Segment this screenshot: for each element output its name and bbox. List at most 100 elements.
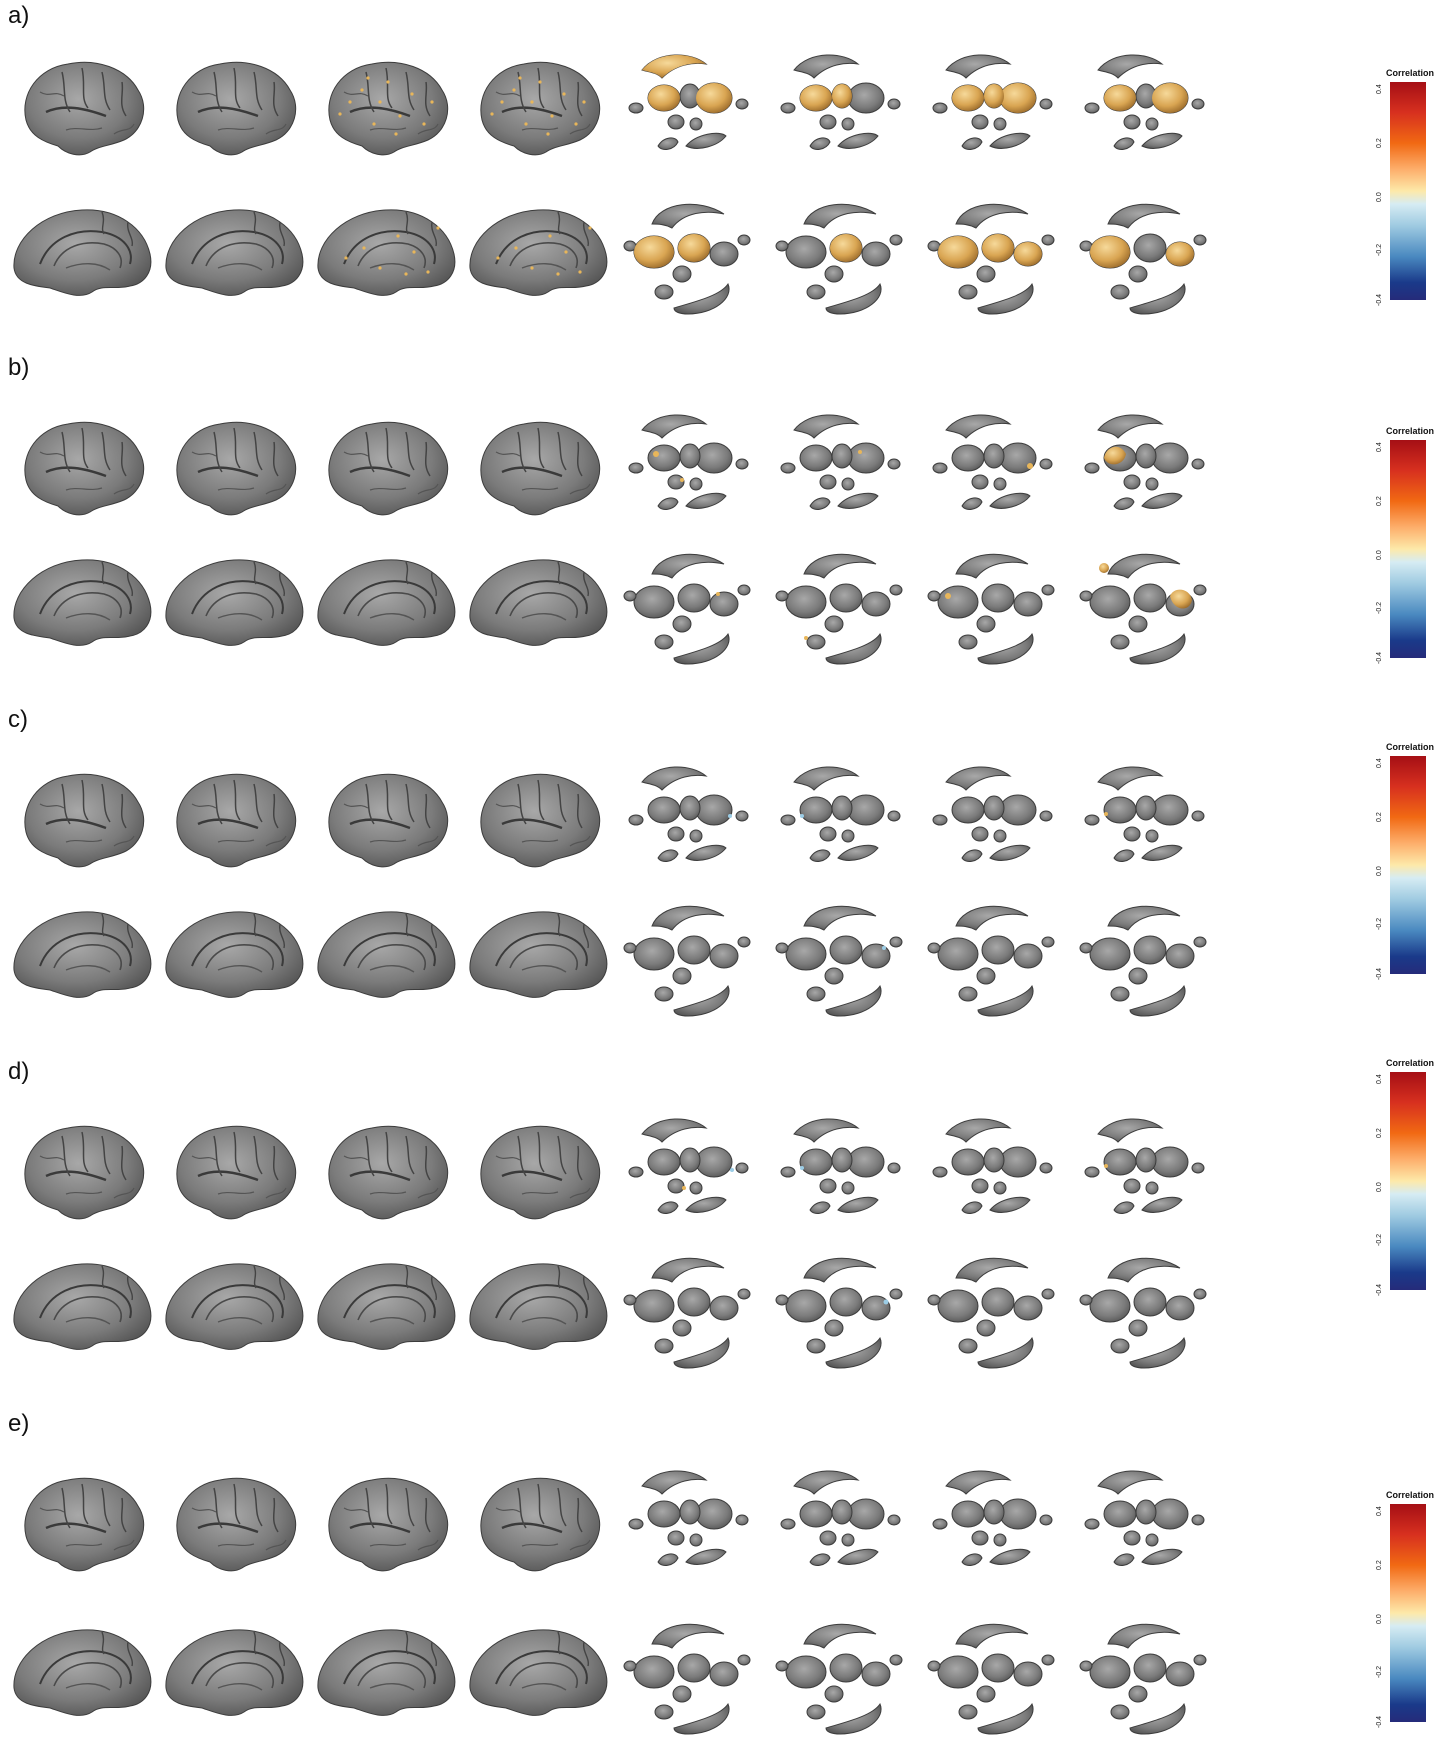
cortex-lateral-2 — [158, 1458, 308, 1588]
cortex-medial-3 — [310, 538, 460, 668]
cortex-lateral-2 — [158, 1106, 308, 1236]
colorbar-ticks: 0.4 0.2 0.0 -0.2 -0.4 — [1376, 756, 1390, 980]
subcortical-6 — [766, 1608, 916, 1738]
colorbar-title: Correlation — [1386, 426, 1435, 436]
tick: 0.0 — [1376, 1614, 1383, 1624]
panel-label: e) — [8, 1410, 30, 1437]
subcortical-1 — [614, 754, 764, 884]
tick: 0.4 — [1376, 758, 1383, 768]
cortex-medial-3 — [310, 188, 460, 318]
subcortical-5 — [614, 1608, 764, 1738]
medial-row — [0, 538, 1360, 668]
subcortical-5 — [614, 538, 764, 668]
subcortical-4 — [1070, 754, 1220, 884]
medial-row — [0, 188, 1360, 318]
subcortical-7 — [918, 890, 1068, 1020]
colorbar-ticks: 0.4 0.2 0.0 -0.2 -0.4 — [1376, 1072, 1390, 1296]
tick: -0.2 — [1376, 1233, 1383, 1246]
cortex-lateral-4 — [462, 42, 612, 172]
colorbar-ticks: 0.4 0.2 0.0 -0.2 -0.4 — [1376, 82, 1390, 306]
cortex-medial-2 — [158, 538, 308, 668]
medial-row — [0, 1242, 1360, 1372]
colorbar-gradient — [1390, 1072, 1426, 1290]
cortex-medial-2 — [158, 890, 308, 1020]
subcortical-7 — [918, 538, 1068, 668]
tick: 0.2 — [1376, 812, 1383, 822]
tick: -0.4 — [1376, 1715, 1383, 1728]
colorbar: Correlation 0.4 0.2 0.0 -0.2 -0.4 — [1376, 742, 1436, 982]
subcortical-5 — [614, 1242, 764, 1372]
subcortical-5 — [614, 890, 764, 1020]
cortex-medial-1 — [6, 188, 156, 318]
colorbar-gradient — [1390, 1504, 1426, 1722]
colorbar-title: Correlation — [1386, 742, 1435, 752]
cortex-medial-2 — [158, 188, 308, 318]
cortex-medial-3 — [310, 890, 460, 1020]
colorbar-title: Correlation — [1386, 68, 1435, 78]
subcortical-1 — [614, 1106, 764, 1236]
cortex-medial-2 — [158, 1242, 308, 1372]
panel-e: e) Correlation 0.4 0.2 0.0 -0.2 -0.4 — [0, 1408, 1447, 1760]
lateral-row — [0, 1106, 1360, 1236]
tick: 0.2 — [1376, 138, 1383, 148]
cortex-lateral-4 — [462, 402, 612, 532]
tick: -0.4 — [1376, 651, 1383, 664]
subcortical-4 — [1070, 42, 1220, 172]
tick: -0.4 — [1376, 293, 1383, 306]
subcortical-2 — [766, 402, 916, 532]
subcortical-3 — [918, 402, 1068, 532]
subcortical-7 — [918, 1608, 1068, 1738]
cortex-lateral-3 — [310, 754, 460, 884]
subcortical-8 — [1070, 1608, 1220, 1738]
panel-d: d) Correlation 0.4 0.2 0.0 -0.2 -0.4 — [0, 1056, 1447, 1408]
subcortical-6 — [766, 890, 916, 1020]
subcortical-4 — [1070, 1106, 1220, 1236]
cortex-lateral-3 — [310, 1106, 460, 1236]
cortex-lateral-1 — [6, 1458, 156, 1588]
cortex-medial-1 — [6, 890, 156, 1020]
subcortical-1 — [614, 42, 764, 172]
tick: -0.2 — [1376, 917, 1383, 930]
panel-label: d) — [8, 1058, 30, 1085]
panel-label: a) — [8, 2, 30, 29]
colorbar: Correlation 0.4 0.2 0.0 -0.2 -0.4 — [1376, 426, 1436, 666]
subcortical-1 — [614, 402, 764, 532]
tick: -0.4 — [1376, 967, 1383, 980]
subcortical-3 — [918, 754, 1068, 884]
cortex-lateral-3 — [310, 1458, 460, 1588]
subcortical-2 — [766, 1106, 916, 1236]
tick: 0.0 — [1376, 192, 1383, 202]
colorbar-ticks: 0.4 0.2 0.0 -0.2 -0.4 — [1376, 440, 1390, 664]
colorbar-gradient — [1390, 756, 1426, 974]
cortex-lateral-2 — [158, 402, 308, 532]
cortex-medial-1 — [6, 538, 156, 668]
subcortical-6 — [766, 1242, 916, 1372]
subcortical-5 — [614, 188, 764, 318]
cortex-medial-2 — [158, 1608, 308, 1738]
cortex-lateral-4 — [462, 1106, 612, 1236]
colorbar: Correlation 0.4 0.2 0.0 -0.2 -0.4 — [1376, 68, 1436, 308]
colorbar-gradient — [1390, 440, 1426, 658]
subcortical-4 — [1070, 402, 1220, 532]
subcortical-4 — [1070, 1458, 1220, 1588]
cortex-medial-1 — [6, 1242, 156, 1372]
subcortical-6 — [766, 538, 916, 668]
tick: -0.4 — [1376, 1283, 1383, 1296]
tick: 0.0 — [1376, 1182, 1383, 1192]
panel-b: b) Correlation 0.4 0.2 0.0 -0.2 -0.4 — [0, 352, 1447, 704]
cortex-lateral-2 — [158, 42, 308, 172]
tick: 0.2 — [1376, 496, 1383, 506]
cortex-lateral-1 — [6, 754, 156, 884]
cortex-lateral-3 — [310, 42, 460, 172]
subcortical-7 — [918, 1242, 1068, 1372]
tick: -0.2 — [1376, 1665, 1383, 1678]
subcortical-6 — [766, 188, 916, 318]
lateral-row — [0, 42, 1360, 172]
subcortical-8 — [1070, 890, 1220, 1020]
cortex-medial-1 — [6, 1608, 156, 1738]
subcortical-8 — [1070, 538, 1220, 668]
cortex-medial-3 — [310, 1608, 460, 1738]
tick: 0.0 — [1376, 866, 1383, 876]
subcortical-3 — [918, 1106, 1068, 1236]
panel-label: c) — [8, 706, 28, 733]
